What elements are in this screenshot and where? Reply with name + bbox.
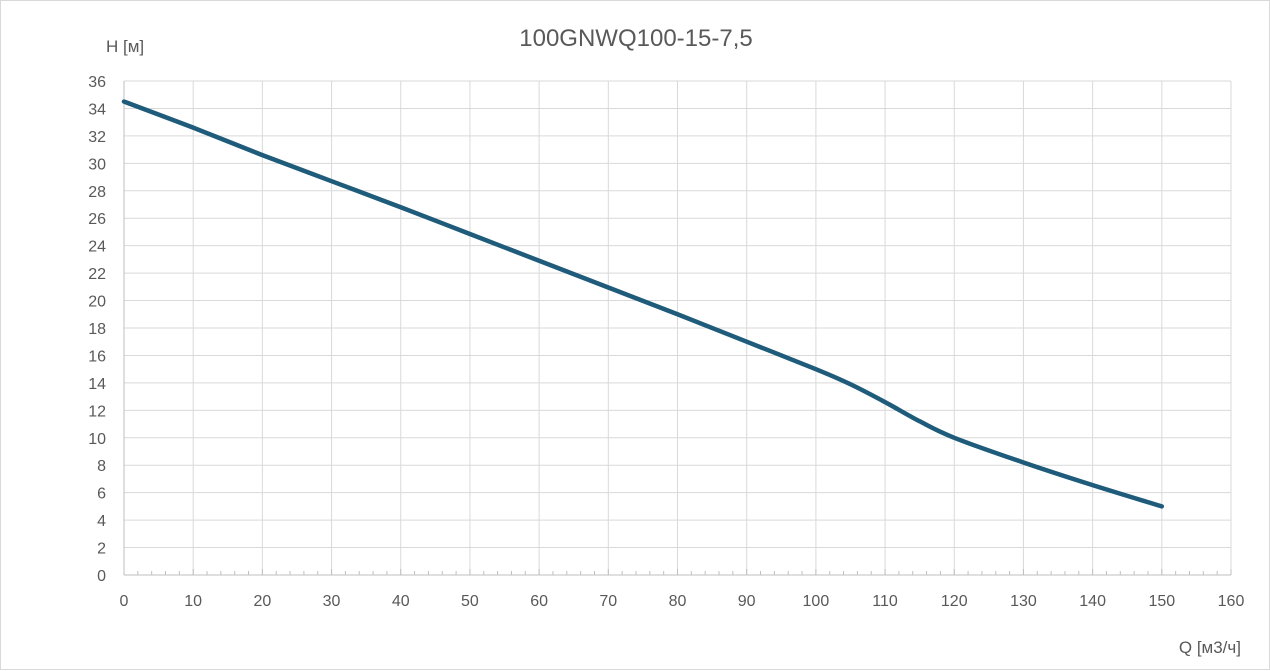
x-tick-label: 110 xyxy=(872,593,898,610)
x-tick-label: 70 xyxy=(599,593,617,610)
y-tick-label: 20 xyxy=(88,294,106,311)
y-tick-label: 2 xyxy=(97,541,106,558)
series-line xyxy=(121,99,1165,509)
y-axis-label: H [м] xyxy=(106,37,144,56)
x-axis-label: Q [м3/ч] xyxy=(1179,638,1241,657)
x-tick-label: 10 xyxy=(184,593,202,610)
x-tick-label: 80 xyxy=(669,593,687,610)
y-tick-label: 36 xyxy=(88,74,106,91)
y-tick-label: 28 xyxy=(88,184,106,201)
series-layer xyxy=(121,99,1165,509)
y-tick-label: 6 xyxy=(97,486,106,503)
y-tick-label: 26 xyxy=(88,211,106,228)
x-tick-label: 120 xyxy=(941,593,968,610)
axes xyxy=(123,81,1232,576)
x-tick-label: 40 xyxy=(392,593,410,610)
y-tick-label: 22 xyxy=(88,266,106,283)
x-tick-label: 30 xyxy=(323,593,341,610)
x-tick-label: 140 xyxy=(1079,593,1106,610)
y-tick-label: 10 xyxy=(88,431,106,448)
y-tick-label: 4 xyxy=(97,513,106,530)
x-tick-label: 0 xyxy=(120,593,129,610)
y-tick-label: 24 xyxy=(88,239,106,256)
y-tick-label: 34 xyxy=(88,101,106,118)
y-tick-label: 8 xyxy=(97,458,106,475)
chart-title: 100GNWQ100-15-7,5 xyxy=(519,25,752,52)
grid xyxy=(124,80,1232,575)
x-tick-labels: 0 10 20 30 40 50 60 70 80 90 100 110 120 130 140 150 160 xyxy=(120,593,1245,610)
x-tick-label: 90 xyxy=(738,593,756,610)
y-tick-label: 0 xyxy=(97,568,106,585)
y-tick-label: 18 xyxy=(88,321,106,338)
x-tick-label: 130 xyxy=(1010,593,1037,610)
x-tick-label: 50 xyxy=(461,593,479,610)
y-tick-label: 12 xyxy=(88,403,106,420)
y-tick-label: 32 xyxy=(88,129,106,146)
x-tick-label: 160 xyxy=(1218,593,1245,610)
y-tick-label: 14 xyxy=(88,376,106,393)
x-tick-label: 150 xyxy=(1148,593,1175,610)
y-tick-label: 30 xyxy=(88,156,106,173)
x-tick-label: 20 xyxy=(253,593,271,610)
y-tick-label: 16 xyxy=(88,348,106,365)
x-tick-label: 100 xyxy=(803,593,830,610)
x-tick-label: 60 xyxy=(530,593,548,610)
